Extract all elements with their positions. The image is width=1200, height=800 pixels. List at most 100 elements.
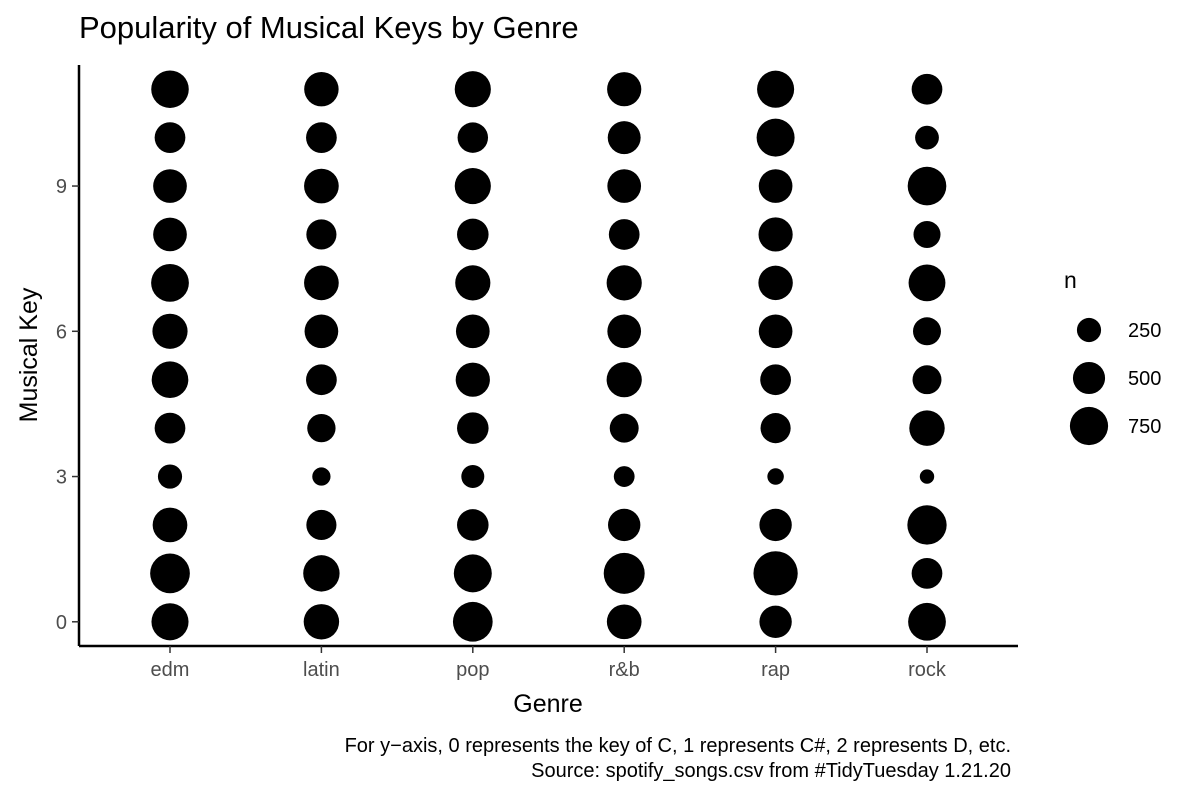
point-edm-key-1 <box>150 553 190 594</box>
point-pop-key-10 <box>457 122 489 153</box>
point-latin-key-2 <box>306 509 337 541</box>
y-ticks: 0 3 6 9 <box>56 176 79 634</box>
point-edm-key-4 <box>154 412 186 444</box>
x-tick-label-r-b: r&b <box>609 659 640 681</box>
point-pop-key-2 <box>457 509 489 541</box>
legend-key-500 <box>1072 361 1106 395</box>
points-layer <box>150 70 947 642</box>
point-r-b-key-5 <box>606 362 642 398</box>
point-rock-key-2 <box>907 505 947 545</box>
caption-line-2: Source: spotify_songs.csv from #TidyTues… <box>531 760 1011 782</box>
point-latin-key-11 <box>304 71 339 107</box>
point-rap-key-6 <box>758 314 793 349</box>
point-rap-key-4 <box>760 413 791 444</box>
point-rap-key-8 <box>758 217 793 252</box>
point-edm-key-11 <box>151 70 189 108</box>
point-rock-key-4 <box>909 410 945 446</box>
point-rock-key-6 <box>913 317 941 346</box>
point-rock-key-8 <box>913 220 941 248</box>
legend-label-500: 500 <box>1128 368 1161 390</box>
point-edm-key-0 <box>151 603 189 641</box>
point-r-b-key-9 <box>607 169 642 203</box>
legend-key-250 <box>1076 317 1102 343</box>
chart-title: Popularity of Musical Keys by Genre <box>79 10 579 45</box>
point-edm-key-6 <box>152 313 188 349</box>
x-ticks: edm latin pop r&b rap rock <box>151 646 947 681</box>
size-legend: n 250 500 750 <box>1064 267 1161 446</box>
point-pop-key-4 <box>457 412 489 444</box>
point-r-b-key-2 <box>608 508 641 542</box>
point-rap-key-1 <box>753 551 798 596</box>
legend-title: n <box>1064 267 1077 293</box>
point-latin-key-1 <box>303 555 340 592</box>
y-tick-label-0: 0 <box>56 612 67 634</box>
point-pop-key-11 <box>454 71 491 108</box>
x-tick-label-latin: latin <box>303 659 340 681</box>
point-pop-key-6 <box>455 314 490 349</box>
point-rock-key-11 <box>911 73 943 105</box>
point-edm-key-10 <box>154 122 186 153</box>
point-r-b-key-8 <box>608 219 640 250</box>
point-edm-key-3 <box>157 464 183 489</box>
point-rap-key-5 <box>760 364 791 396</box>
point-pop-key-7 <box>455 265 491 301</box>
point-pop-key-8 <box>457 218 489 251</box>
point-pop-key-9 <box>454 167 491 205</box>
legend-key-750 <box>1069 406 1109 446</box>
x-tick-label-rock: rock <box>908 659 947 681</box>
point-rap-key-2 <box>759 508 792 542</box>
x-tick-label-rap: rap <box>761 659 790 681</box>
point-pop-key-3 <box>461 465 485 489</box>
point-latin-key-6 <box>304 314 339 349</box>
legend-entries: 250 500 750 <box>1069 317 1161 446</box>
point-rap-key-11 <box>757 70 795 108</box>
caption-line-1: For y−axis, 0 represents the key of C, 1… <box>344 735 1011 757</box>
point-edm-key-8 <box>153 217 187 252</box>
point-rock-key-9 <box>907 166 947 206</box>
point-latin-key-5 <box>306 364 337 396</box>
x-tick-label-pop: pop <box>456 659 489 681</box>
point-edm-key-5 <box>151 361 189 399</box>
point-pop-key-5 <box>455 362 490 397</box>
point-rock-key-10 <box>915 125 939 150</box>
point-pop-key-1 <box>453 554 492 593</box>
point-rock-key-5 <box>912 365 942 395</box>
legend-label-750: 750 <box>1128 416 1161 438</box>
point-latin-key-10 <box>306 122 337 153</box>
point-edm-key-9 <box>153 169 187 203</box>
point-latin-key-8 <box>306 219 337 250</box>
y-tick-label-3: 3 <box>56 467 67 489</box>
point-latin-key-4 <box>307 413 336 443</box>
point-rock-key-0 <box>908 602 946 641</box>
point-rap-key-9 <box>758 169 793 203</box>
point-rap-key-3 <box>767 468 784 485</box>
point-rock-key-7 <box>908 264 946 302</box>
point-rock-key-3 <box>919 469 935 484</box>
point-latin-key-7 <box>304 265 339 301</box>
point-pop-key-0 <box>452 601 493 642</box>
point-latin-key-0 <box>303 604 340 640</box>
point-r-b-key-0 <box>606 604 642 640</box>
point-rap-key-0 <box>759 605 792 638</box>
point-edm-key-2 <box>152 507 188 543</box>
point-r-b-key-10 <box>607 121 641 155</box>
point-edm-key-7 <box>151 263 189 302</box>
point-r-b-key-7 <box>606 265 642 301</box>
point-r-b-key-6 <box>607 314 642 349</box>
y-tick-label-6: 6 <box>56 321 67 343</box>
x-tick-label-edm: edm <box>151 659 190 681</box>
legend-label-250: 250 <box>1128 320 1161 342</box>
point-r-b-key-1 <box>603 552 645 594</box>
y-tick-label-9: 9 <box>56 176 67 198</box>
point-r-b-key-3 <box>613 466 635 487</box>
point-latin-key-9 <box>304 168 339 204</box>
y-axis-title: Musical Key <box>15 287 43 422</box>
point-r-b-key-4 <box>609 413 639 443</box>
point-latin-key-3 <box>312 467 331 486</box>
point-rock-key-1 <box>911 558 943 589</box>
point-rap-key-10 <box>756 118 795 157</box>
point-r-b-key-11 <box>607 72 642 107</box>
point-rap-key-7 <box>758 265 793 301</box>
x-axis-title: Genre <box>513 690 582 718</box>
